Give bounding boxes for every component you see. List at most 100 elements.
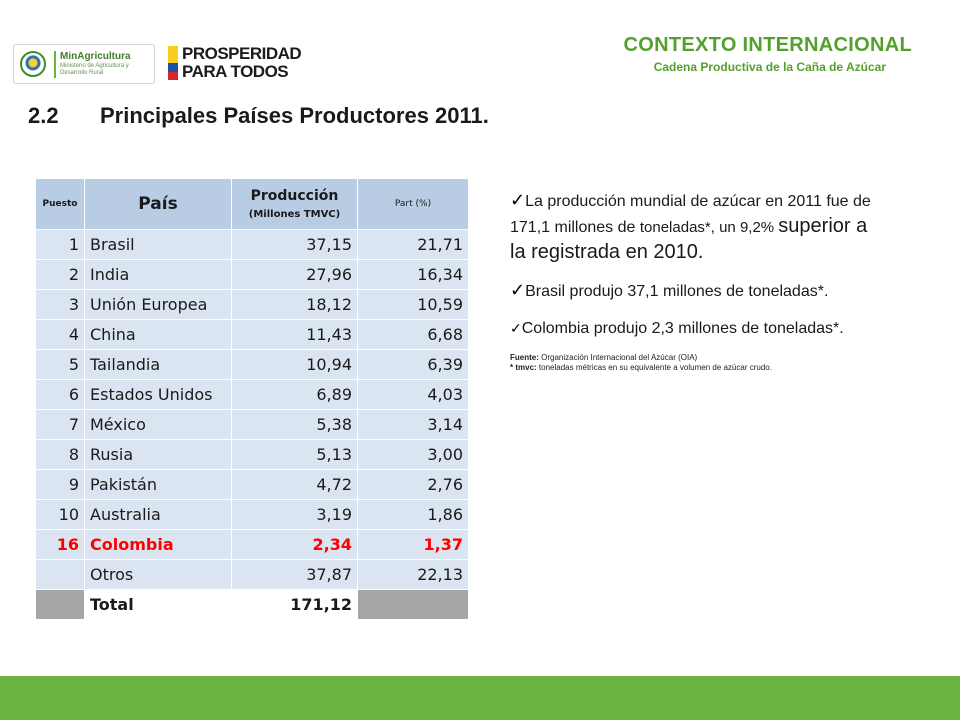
bullet-item: ✓Colombia produjo 2,3 millones de tonela… (510, 316, 880, 341)
cell-puesto: 3 (35, 289, 85, 320)
cell-part: 10,59 (357, 289, 469, 320)
cell-pais: Otros (84, 559, 232, 590)
logo-divider (54, 51, 56, 78)
cell-pais: Colombia (84, 529, 232, 560)
cell-part: 6,39 (357, 349, 469, 380)
cell-puesto: 9 (35, 469, 85, 500)
cell-produccion: 27,96 (231, 259, 358, 290)
cell-produccion: 5,38 (231, 409, 358, 440)
cell-part: 2,76 (357, 469, 469, 500)
footer-bar (0, 676, 960, 720)
table-row-highlight: 16 Colombia 2,34 1,37 (35, 529, 469, 560)
table-row: 10 Australia 3,19 1,86 (35, 499, 469, 530)
header-puesto: Puesto (35, 178, 85, 230)
cell-part: 21,71 (357, 229, 469, 260)
cell-produccion: 11,43 (231, 319, 358, 350)
table-header-row: Puesto País Producción (Millones TMVC) P… (35, 178, 469, 230)
cell-pais: Tailandia (84, 349, 232, 380)
header-produccion-label: Producción (250, 188, 339, 204)
footnotes: Fuente: Organización Internacional del A… (510, 353, 880, 373)
cell-part: 4,03 (357, 379, 469, 410)
cell-puesto: 10 (35, 499, 85, 530)
section-number: 2.2 (28, 103, 59, 128)
logo-name: MinAgricultura (60, 51, 131, 62)
header-pais: País (84, 178, 232, 230)
table-row: 4 China 11,43 6,68 (35, 319, 469, 350)
cell-puesto: 7 (35, 409, 85, 440)
cell-produccion: 4,72 (231, 469, 358, 500)
logo-line-2: PARA TODOS (182, 62, 289, 81)
cell-pais: China (84, 319, 232, 350)
producers-table: Puesto País Producción (Millones TMVC) P… (35, 178, 469, 620)
cell-puesto: 6 (35, 379, 85, 410)
checkmark-icon: ✓ (510, 190, 526, 210)
cell-pais: Pakistán (84, 469, 232, 500)
cell-puesto: 4 (35, 319, 85, 350)
cell-puesto: 1 (35, 229, 85, 260)
cell-pais: Unión Europea (84, 289, 232, 320)
bullet-text: La producción mundial de azúcar en 2011 … (510, 193, 871, 236)
bullet-text: Colombia produjo 2,3 millones de tonelad… (521, 320, 844, 337)
table-row: 1 Brasil 37,15 21,71 (35, 229, 469, 260)
bullet-text: toneladas*, un 9,2% (639, 219, 779, 236)
cell-puesto: 16 (35, 529, 85, 560)
cell-produccion: 10,94 (231, 349, 358, 380)
cell-produccion: 37,87 (231, 559, 358, 590)
cell-part: 6,68 (357, 319, 469, 350)
cell-puesto: 8 (35, 439, 85, 470)
note-text: toneladas métricas en su equivalente a v… (538, 363, 772, 372)
minagricultura-logo: MinAgricultura Ministerio de Agricultura… (13, 44, 155, 84)
prosperidad-logo: PROSPERIDAD PARA TODOS (168, 44, 308, 84)
table-row: Otros 37,87 22,13 (35, 559, 469, 590)
cell-produccion: 3,19 (231, 499, 358, 530)
cell-pais: India (84, 259, 232, 290)
cell-total-empty (35, 589, 85, 620)
header-produccion: Producción (Millones TMVC) (231, 178, 358, 230)
cell-pais: Australia (84, 499, 232, 530)
source-text: Organización Internacional del Azúcar (O… (541, 353, 698, 362)
bullet-text: . (697, 241, 704, 263)
cell-produccion: 5,13 (231, 439, 358, 470)
cell-part: 3,00 (357, 439, 469, 470)
cell-pais: México (84, 409, 232, 440)
logo-line-1: PROSPERIDAD (182, 44, 302, 63)
header-subtitle: Cadena Productiva de la Caña de Azúcar (653, 60, 886, 74)
section-title-text: Principales Países Productores 2011. (100, 103, 489, 128)
cell-part: 22,13 (357, 559, 469, 590)
section-title: 2.2 Principales Países Productores 2011. (28, 103, 489, 129)
table-row: 8 Rusia 5,13 3,00 (35, 439, 469, 470)
cell-puesto (35, 559, 85, 590)
cell-produccion: 2,34 (231, 529, 358, 560)
cell-produccion: 18,12 (231, 289, 358, 320)
cell-part: 1,37 (357, 529, 469, 560)
header-title: CONTEXTO INTERNACIONAL (623, 34, 912, 56)
cell-total-label: Total (84, 589, 232, 620)
table-row: 3 Unión Europea 18,12 10,59 (35, 289, 469, 320)
bullet-item: ✓La producción mundial de azúcar en 2011… (510, 188, 880, 266)
colombia-seal-icon (20, 51, 46, 77)
bullet-item: ✓Brasil produjo 37,1 millones de tonelad… (510, 278, 880, 304)
table-total-row: Total 171,12 (35, 589, 469, 620)
unit-note: * tmvc: toneladas métricas en su equival… (510, 363, 880, 373)
source-note: Fuente: Organización Internacional del A… (510, 353, 880, 363)
cell-pais: Brasil (84, 229, 232, 260)
table-row: 2 India 27,96 16,34 (35, 259, 469, 290)
cell-puesto: 2 (35, 259, 85, 290)
table-row: 5 Tailandia 10,94 6,39 (35, 349, 469, 380)
header-part: Part (%) (357, 178, 469, 230)
cell-produccion: 37,15 (231, 229, 358, 260)
cell-pais: Rusia (84, 439, 232, 470)
logo-subtitle: Ministerio de Agricultura y Desarrollo R… (60, 63, 129, 76)
checkmark-icon: ✓ (510, 280, 526, 300)
cell-part: 1,86 (357, 499, 469, 530)
bullet-list: ✓La producción mundial de azúcar en 2011… (510, 188, 880, 373)
header-produccion-unit: (Millones TMVC) (248, 209, 341, 220)
cell-puesto: 5 (35, 349, 85, 380)
bullet-text: Brasil produjo 37,1 millones de tonelada… (525, 283, 829, 300)
note-label: * tmvc: (510, 363, 537, 372)
cell-part: 16,34 (357, 259, 469, 290)
cell-total-produccion: 171,12 (231, 589, 358, 620)
table-row: 7 México 5,38 3,14 (35, 409, 469, 440)
cell-pais: Estados Unidos (84, 379, 232, 410)
cell-total-part-empty (357, 589, 469, 620)
